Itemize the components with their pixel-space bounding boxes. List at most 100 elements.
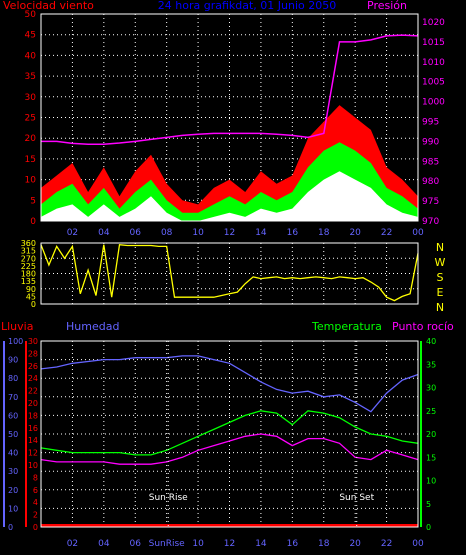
rain-tick-label: 10: [28, 461, 38, 470]
rain-tick-label: 22: [28, 387, 38, 396]
wind-tick-label: 45: [25, 31, 36, 41]
temp-tick-label: 20: [426, 430, 436, 439]
dir-panel-frame: [40, 242, 419, 305]
dewpoint-line: [40, 433, 419, 465]
temp-tick-label: 40: [426, 337, 436, 346]
dir-compass-label: N: [436, 301, 444, 314]
pressure-tick-label: 970: [422, 217, 439, 227]
rain-tick-label: 14: [28, 436, 38, 445]
temp-x-tick-label: 10: [192, 539, 204, 549]
temp-tick-label: 15: [426, 453, 436, 462]
pressure-tick-label: 985: [422, 157, 439, 167]
humidity-tick-label: 40: [8, 449, 18, 458]
pressure-tick-label: 995: [422, 117, 439, 127]
dir-tick-label: 0: [31, 300, 36, 309]
wind-tick-label: 0: [30, 217, 36, 227]
dir-compass-label: S: [437, 271, 444, 284]
temp-x-tick-label: 20: [349, 539, 361, 549]
wind-x-tick-label: 12: [224, 228, 235, 238]
chart-title: 24 hora grafikdat, 01 Junio 2050: [158, 0, 337, 12]
temp-humidity-panel: Sun Rise Sun Set0102030405060708090100024…: [3, 337, 436, 549]
pressure-tick-label: 1015: [422, 38, 445, 48]
wind-x-tick-label: 06: [130, 228, 142, 238]
temp-x-tick-label: 22: [381, 539, 392, 549]
pressure-tick-label: 1020: [422, 18, 445, 28]
rain-tick-label: 0: [33, 523, 38, 532]
pressure-tick-label: 980: [422, 177, 439, 187]
rain-tick-label: 26: [28, 362, 38, 371]
humidity-tick-label: 10: [8, 504, 18, 513]
dewpoint-label: Punto rocío: [392, 320, 454, 333]
rain-tick-label: 28: [28, 349, 38, 358]
wind-pressure-panel: 0510152025303540455097097598098599099510…: [25, 10, 446, 238]
wind-panel-frame: [40, 13, 419, 222]
wind-tick-label: 35: [25, 72, 36, 82]
wind-x-tick-label: 16: [287, 228, 299, 238]
temp-x-tick-label: 12: [224, 539, 235, 549]
rain-tick-label: 4: [33, 498, 38, 507]
sunset-label: Sun Set: [339, 493, 374, 503]
temp-tick-label: 25: [426, 407, 436, 416]
pressure-line: [41, 34, 419, 145]
dir-compass-label: E: [437, 286, 444, 299]
pressure-tick-label: 975: [422, 197, 439, 207]
temp-x-tick-label: 18: [318, 539, 330, 549]
humidity-tick-label: 20: [8, 486, 18, 495]
temp-tick-label: 5: [426, 500, 431, 509]
dir-tick-label: 225: [21, 262, 36, 271]
wind-x-tick-label: 22: [381, 228, 392, 238]
rain-tick-label: 12: [28, 449, 38, 458]
humidity-label: Humedad: [66, 320, 119, 333]
humidity-line: [40, 355, 419, 413]
humidity-tick-label: 100: [8, 337, 23, 346]
dir-compass-label: N: [436, 241, 444, 254]
temp-x-tick-label: 02: [67, 539, 78, 549]
wind-x-tick-label: 20: [349, 228, 361, 238]
wind-tick-label: 25: [25, 114, 36, 124]
wind-x-tick-label: 08: [161, 228, 173, 238]
pressure-label: Presión: [367, 0, 407, 12]
humidity-tick-label: 60: [8, 411, 18, 420]
temp-x-tick-label: SunRise: [149, 539, 186, 549]
humidity-tick-label: 0: [8, 523, 13, 532]
rain-tick-label: 16: [28, 424, 38, 433]
humidity-tick-label: 90: [8, 356, 18, 365]
pressure-tick-label: 1005: [422, 78, 445, 88]
wind-tick-label: 5: [30, 196, 36, 206]
wind-x-tick-label: 10: [192, 228, 204, 238]
wind-x-tick-label: 14: [255, 228, 267, 238]
wind-tick-label: 50: [25, 10, 37, 20]
wind-x-tick-label: 04: [98, 228, 110, 238]
humidity-tick-label: 70: [8, 393, 18, 402]
wind-direction-line: [40, 243, 419, 302]
humidity-tick-label: 80: [8, 374, 18, 383]
wind-min-area: [41, 171, 418, 221]
rain-tick-label: 30: [28, 337, 38, 346]
rain-tick-label: 6: [33, 486, 38, 495]
temp-tick-label: 30: [426, 384, 436, 393]
pressure-tick-label: 990: [422, 137, 439, 147]
wind-tick-label: 20: [25, 134, 37, 144]
wind-tick-label: 40: [25, 51, 37, 61]
rain-tick-label: 20: [28, 399, 38, 408]
wind-speed-label: Velocidad viento: [3, 0, 94, 12]
rain-tick-label: 24: [28, 374, 38, 383]
temp-panel-frame: [40, 340, 419, 528]
pressure-tick-label: 1010: [422, 58, 445, 68]
temp-tick-label: 0: [426, 523, 431, 532]
rain-tick-label: 18: [28, 411, 38, 420]
pressure-tick-label: 1000: [422, 98, 445, 108]
sunrise-label: Sun Rise: [149, 493, 188, 503]
temperature-line: [40, 410, 419, 456]
wind-tick-label: 10: [25, 176, 37, 186]
dir-tick-label: 360: [21, 239, 36, 248]
rain-label: Lluvia: [1, 320, 33, 333]
dir-compass-label: W: [435, 256, 446, 269]
rain-tick-label: 2: [33, 511, 38, 520]
temp-x-tick-label: 00: [412, 539, 424, 549]
wind-x-tick-label: 02: [67, 228, 78, 238]
humidity-tick-label: 50: [8, 430, 18, 439]
dir-tick-label: 135: [21, 277, 36, 286]
wind-tick-label: 15: [25, 155, 36, 165]
